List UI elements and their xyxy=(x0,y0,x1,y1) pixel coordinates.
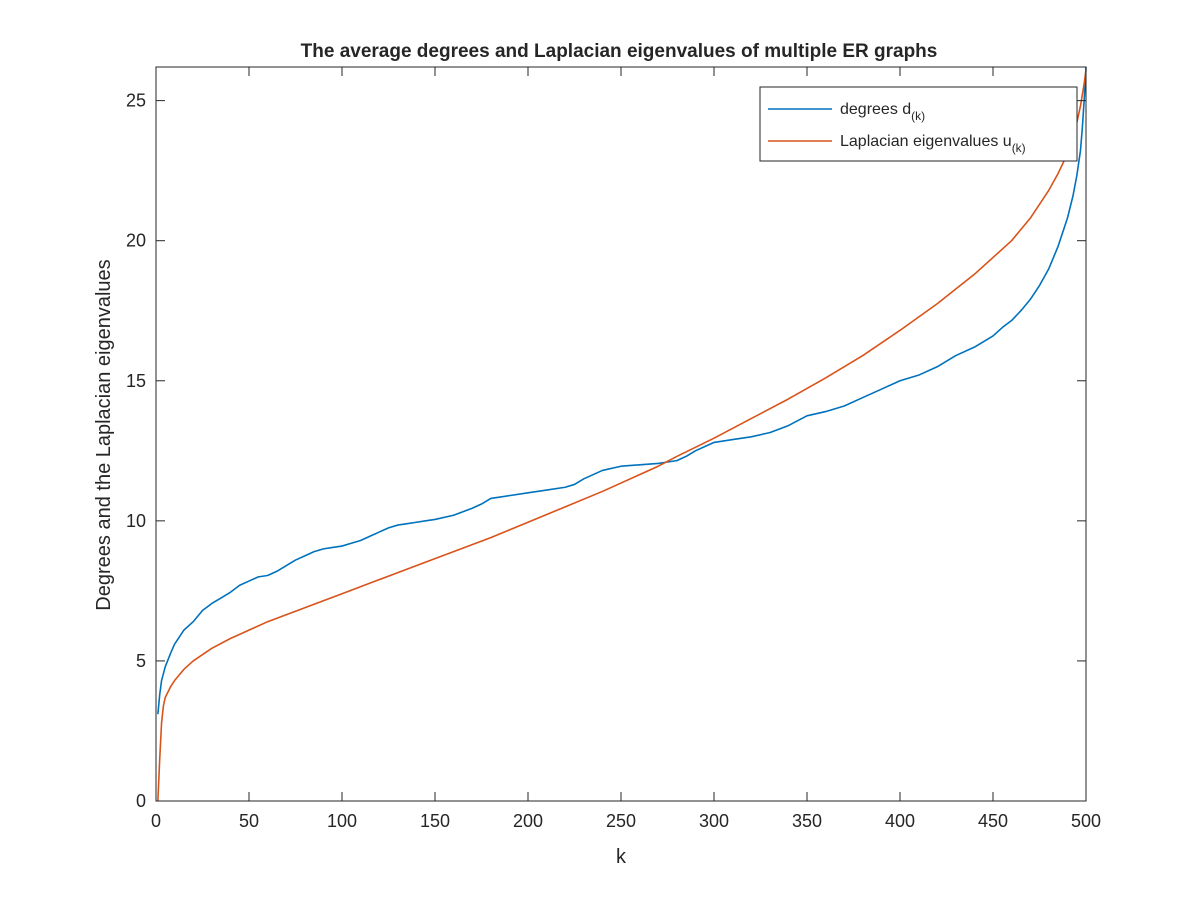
series-line-laplacian xyxy=(157,69,1087,802)
series-layer xyxy=(157,66,1087,802)
x-tick-label: 500 xyxy=(1071,811,1101,831)
x-tick-label: 400 xyxy=(885,811,915,831)
y-tick-label: 15 xyxy=(126,371,146,391)
x-tick-label: 100 xyxy=(327,811,357,831)
y-axis-label: Degrees and the Laplacian eigenvalues xyxy=(93,259,115,610)
legend-label-degrees: degrees d(k) xyxy=(840,101,925,123)
axes-background xyxy=(156,67,1086,801)
legend-label-laplacian: Laplacian eigenvalues u(k) xyxy=(840,133,1026,155)
x-tick-label: 250 xyxy=(606,811,636,831)
x-axis-label: k xyxy=(616,846,627,868)
x-tick-label: 50 xyxy=(239,811,259,831)
legend-label-laplacian-subscript: (k) xyxy=(1012,141,1026,155)
chart-title: The average degrees and Laplacian eigenv… xyxy=(301,41,938,62)
x-tick-label: 0 xyxy=(151,811,161,831)
y-tick-label: 20 xyxy=(126,231,146,251)
legend: degrees d(k) Laplacian eigenvalues u(k) xyxy=(759,86,1078,162)
x-tick-label: 300 xyxy=(699,811,729,831)
y-tick-label: 0 xyxy=(136,791,146,811)
y-tick-label: 5 xyxy=(136,651,146,671)
legend-box xyxy=(759,86,1078,162)
y-tick-label: 10 xyxy=(126,511,146,531)
legend-label-laplacian-main: Laplacian eigenvalues u xyxy=(840,133,1012,150)
x-tick-label: 150 xyxy=(420,811,450,831)
x-tick-label: 200 xyxy=(513,811,543,831)
plot-area: 0 50 100 150 200 250 300 350 400 450 500 0 5 10 15 20 25 xyxy=(126,66,1101,831)
x-tick-label: 350 xyxy=(792,811,822,831)
legend-label-degrees-subscript: (k) xyxy=(911,109,925,123)
x-tick-label: 450 xyxy=(978,811,1008,831)
series-line-degrees xyxy=(157,66,1087,715)
legend-label-degrees-main: degrees d xyxy=(840,101,911,118)
ticks-layer: 0 50 100 150 200 250 300 350 400 450 500 0 5 10 15 20 25 xyxy=(126,67,1101,831)
y-tick-label: 25 xyxy=(126,91,146,111)
